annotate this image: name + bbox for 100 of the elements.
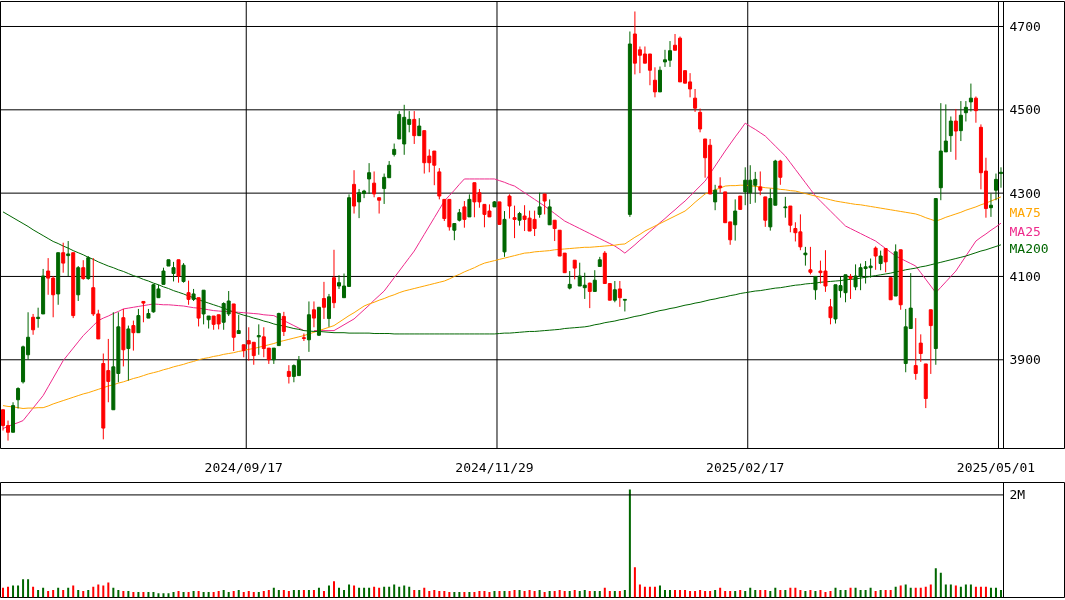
bar	[393, 584, 396, 598]
bar	[468, 592, 471, 598]
bar	[267, 589, 270, 598]
bar	[959, 586, 962, 598]
bar	[257, 592, 260, 598]
bar	[844, 589, 847, 598]
bar	[954, 585, 957, 598]
bar	[47, 591, 50, 598]
bar	[588, 591, 591, 598]
bar	[368, 587, 371, 598]
candlestick	[301, 333, 306, 342]
candlestick	[196, 297, 201, 327]
candlestick	[46, 257, 51, 296]
bar	[262, 591, 265, 598]
bar	[879, 589, 882, 598]
candlestick	[281, 311, 286, 337]
bar	[453, 592, 456, 598]
bar	[719, 587, 722, 598]
bar	[749, 587, 752, 598]
bar	[704, 591, 707, 598]
bar	[97, 584, 100, 598]
bar	[769, 591, 772, 598]
bar	[242, 592, 245, 598]
bar	[373, 586, 376, 598]
bar	[729, 591, 732, 598]
bar	[789, 587, 792, 598]
candlestick	[352, 169, 357, 215]
candlestick	[813, 275, 818, 301]
candlestick	[743, 166, 748, 206]
bar	[894, 586, 897, 598]
bar	[663, 589, 666, 598]
series-label: MA75	[1009, 205, 1041, 221]
bar	[889, 589, 892, 598]
bar	[428, 591, 431, 598]
bar	[217, 591, 220, 598]
bar	[869, 587, 872, 598]
bar	[388, 586, 391, 598]
bar	[518, 589, 521, 598]
bar	[759, 589, 762, 598]
bar	[744, 591, 747, 598]
candlestick	[878, 250, 883, 271]
candlestick	[647, 53, 652, 86]
bar	[824, 592, 827, 598]
x-tick-label: 2024/09/17	[204, 459, 283, 475]
bar	[488, 592, 491, 598]
bar	[42, 587, 45, 598]
bar	[503, 591, 506, 598]
candlestick	[733, 198, 738, 242]
bar	[132, 592, 135, 598]
candlestick	[963, 100, 968, 122]
bar	[829, 591, 832, 598]
bar	[167, 593, 170, 598]
candlestick	[296, 355, 301, 377]
candlestick	[993, 173, 998, 201]
candlestick	[537, 192, 542, 219]
bar	[794, 587, 797, 598]
candlestick	[582, 272, 587, 300]
bar	[939, 572, 942, 598]
bar	[247, 591, 250, 598]
bar	[52, 589, 55, 598]
bar	[358, 587, 361, 598]
candlestick	[612, 280, 617, 303]
bar	[809, 589, 812, 598]
bar	[197, 591, 200, 598]
bar	[287, 591, 290, 598]
bar	[864, 589, 867, 598]
bar	[192, 591, 195, 598]
candlestick	[497, 201, 502, 225]
candlestick	[136, 308, 141, 334]
bar	[498, 591, 501, 598]
bar	[914, 587, 917, 598]
bar	[699, 589, 702, 598]
candlestick	[141, 300, 146, 323]
bar	[709, 591, 712, 598]
bar	[107, 582, 110, 598]
bar	[623, 589, 626, 598]
bar	[603, 587, 606, 598]
bar	[924, 586, 927, 598]
bar	[12, 585, 15, 598]
bar	[22, 579, 25, 598]
candlestick	[16, 386, 21, 410]
candlestick	[81, 259, 86, 281]
candlestick	[176, 259, 181, 284]
bar	[839, 589, 842, 598]
bar	[122, 591, 125, 598]
bar	[899, 585, 902, 598]
candlestick	[552, 219, 557, 242]
candlestick	[953, 108, 958, 161]
bar	[87, 589, 90, 598]
bar	[338, 587, 341, 598]
y-tick-label: 4300	[1009, 185, 1041, 201]
bar	[473, 592, 476, 598]
candlestick	[36, 307, 41, 329]
bar	[724, 591, 727, 598]
x-tick-label: 2025/02/17	[706, 459, 785, 475]
candlestick	[66, 240, 71, 277]
bar	[508, 591, 511, 598]
candlestick	[808, 246, 813, 275]
bar	[558, 589, 561, 598]
bar	[854, 587, 857, 598]
